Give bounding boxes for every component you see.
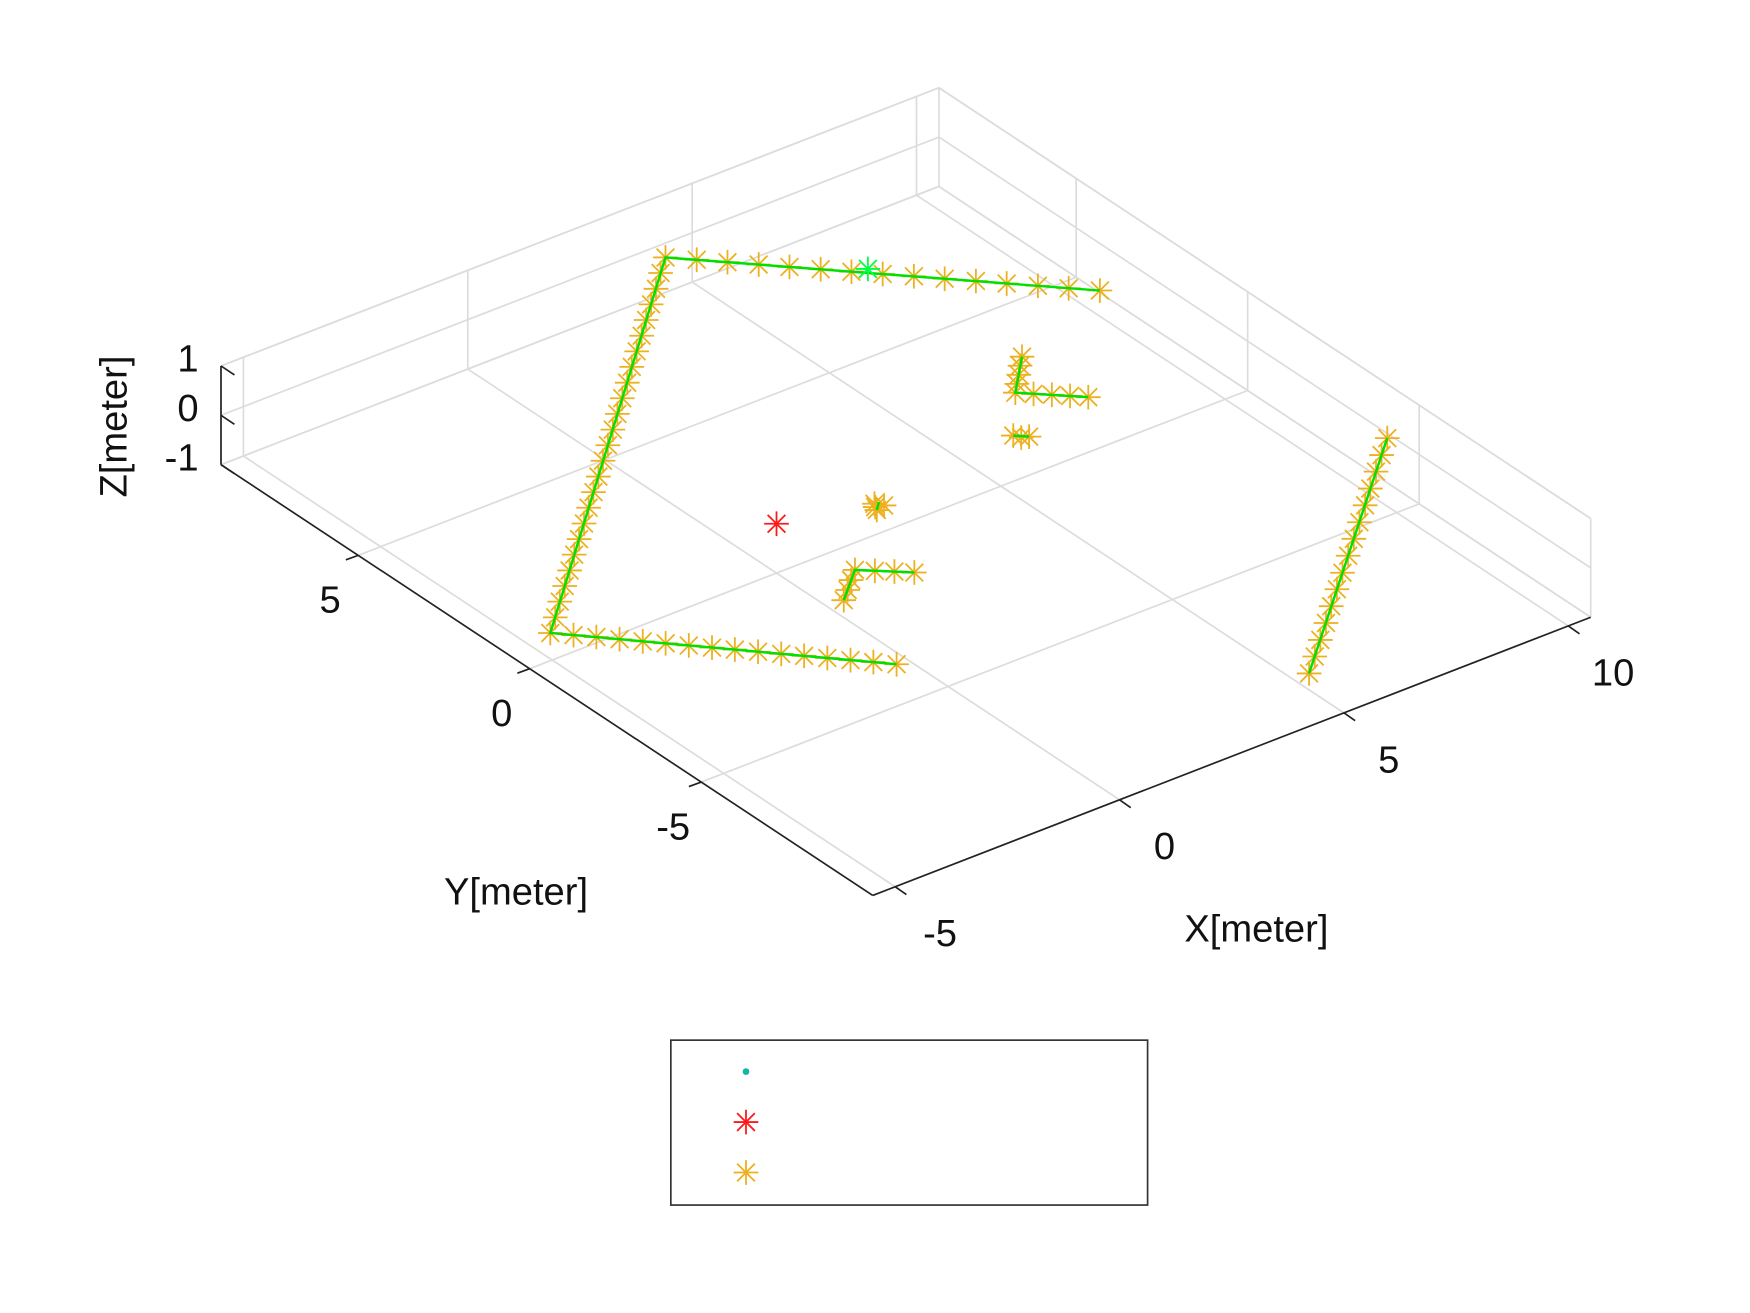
- legend-marker: [742, 1068, 750, 1075]
- z-tick: [220, 365, 235, 376]
- point: [1008, 425, 1034, 450]
- series-line: [548, 256, 1389, 674]
- point: [1000, 423, 1026, 448]
- grid-line: [220, 185, 940, 466]
- x-tick-label: 10: [1592, 651, 1634, 694]
- point: [871, 493, 897, 518]
- y-axis-title: Y[meter]: [444, 870, 588, 913]
- grid-line: [700, 503, 1420, 783]
- x-tick: [1119, 799, 1132, 809]
- grid-line: [242, 455, 896, 888]
- x-tick-label: 5: [1378, 738, 1399, 781]
- x-tick: [1567, 625, 1580, 635]
- z-tick-label: 1: [177, 338, 198, 381]
- point: [864, 497, 890, 523]
- grid: [220, 86, 1592, 888]
- y-tick-label: -5: [656, 805, 690, 848]
- x-axis-title: X[meter]: [1184, 907, 1328, 950]
- y-tick: [688, 781, 702, 788]
- plot-area: [537, 245, 1400, 686]
- x-tick-label: 0: [1154, 825, 1175, 868]
- z-tick-label: 0: [177, 387, 198, 430]
- point: [1075, 384, 1101, 410]
- grid-line: [938, 185, 1592, 618]
- x-tick-label: -5: [923, 912, 957, 955]
- grid-line: [938, 136, 1592, 569]
- z-tick: [220, 414, 235, 425]
- legend: [733, 1068, 759, 1185]
- z-axis-title: Z[meter]: [93, 356, 136, 498]
- grid-line: [220, 86, 940, 367]
- grid-line: [357, 276, 1077, 557]
- grid-line: [529, 389, 1248, 670]
- legend-marker: [733, 1160, 759, 1185]
- point: [862, 491, 887, 517]
- y-tick-label: 5: [320, 579, 341, 622]
- y-tick: [345, 554, 359, 561]
- point: [884, 651, 909, 677]
- y-axis: [220, 463, 874, 897]
- grid-line: [938, 87, 1592, 520]
- z-tick-label: -1: [165, 436, 199, 479]
- grid-line: [467, 368, 1121, 801]
- grid-line: [691, 281, 1345, 714]
- point: [855, 256, 881, 282]
- axes: -5 0 5 10 -5 0 5 -1 0 1: [165, 338, 1635, 956]
- point: [764, 511, 789, 537]
- x-axis: [872, 616, 1592, 897]
- grid-line: [916, 194, 1569, 627]
- x-tick: [1343, 712, 1356, 722]
- y-tick-label: 0: [491, 692, 512, 735]
- grid-line: [220, 136, 940, 417]
- y-tick: [517, 667, 531, 674]
- x-tick: [894, 886, 907, 896]
- legend-marker: [733, 1109, 759, 1135]
